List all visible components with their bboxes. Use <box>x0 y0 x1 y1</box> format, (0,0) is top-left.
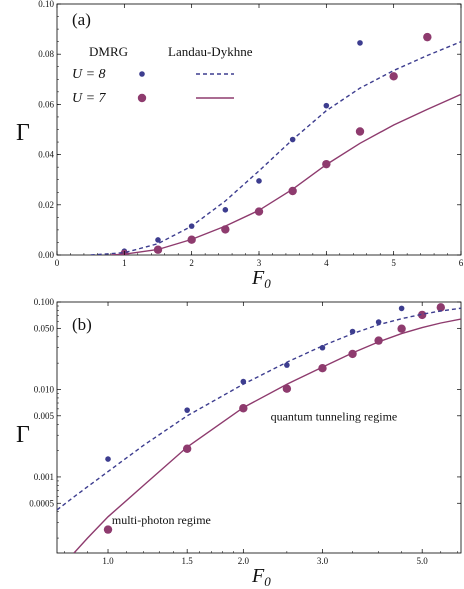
x-tick-label: 1.5 <box>182 556 194 566</box>
x-tick-label: 1.0 <box>102 556 114 566</box>
legend-label-u8: U = 8 <box>72 67 106 82</box>
x-tick-label: 3.0 <box>317 556 329 566</box>
y-tick-label: 0.04 <box>38 150 54 160</box>
legend: DMRG Landau-Dykhne U = 8 U = 7 <box>72 44 253 106</box>
x-tick-label: 6 <box>459 258 464 268</box>
legend-header-dmrg: DMRG <box>89 44 128 59</box>
panel-a-frame <box>56 3 462 256</box>
y-tick-label: 0.02 <box>38 200 54 210</box>
x-tick-label: 3 <box>257 258 262 268</box>
x-tick-label: 4 <box>324 258 329 268</box>
data-point-u8 <box>222 207 229 213</box>
y-tick-label: 0.06 <box>38 99 54 109</box>
panel-b: 1.0 1.5 2.0 3.0 5.0 0.0005 0.001 0.005 0.010 0.05… <box>16 297 462 589</box>
x-tick-label: 0 <box>55 258 60 268</box>
series-line-u8-landau-dykhne <box>90 41 461 255</box>
x-tick-label: 5 <box>391 258 396 268</box>
data-point-u7 <box>103 525 113 534</box>
legend-marker-u7 <box>137 93 147 103</box>
data-point-u7 <box>389 72 398 81</box>
y-tick-label: 0.001 <box>34 472 54 482</box>
data-point-u7 <box>355 127 365 136</box>
legend-label-u7: U = 7 <box>72 91 107 106</box>
data-point-u8 <box>375 319 382 325</box>
x-tick-label: 2.0 <box>238 556 250 566</box>
panel-a-label: (a) <box>72 10 91 29</box>
panel-b-ylabel: Γ <box>16 422 30 448</box>
data-point-u8 <box>357 40 363 46</box>
y-tick-label: 0.00 <box>38 250 54 260</box>
data-point-u8 <box>256 178 262 184</box>
y-tick-label: 0.10 <box>38 0 54 9</box>
panel-b-xlabel-main: F <box>251 565 265 587</box>
series-line-u8-landau-dykhne <box>57 307 461 511</box>
panel-b-label: (b) <box>72 315 92 334</box>
legend-marker-u8 <box>139 71 145 77</box>
y-tick-label: 0.08 <box>38 49 54 59</box>
annotation-quantum-tunneling: quantum tunneling regime <box>271 410 398 424</box>
y-tick-label: 0.005 <box>34 411 55 421</box>
x-tick-label: 2 <box>189 258 194 268</box>
annotation-multi-photon: multi-photon regime <box>112 513 211 527</box>
data-point-u8 <box>398 305 405 312</box>
y-tick-label: 0.0005 <box>29 498 54 508</box>
data-point-u7 <box>423 32 432 42</box>
y-tick-label: 0.050 <box>34 323 55 333</box>
data-point-u8 <box>184 407 190 413</box>
panel-b-frame <box>56 301 462 554</box>
data-point-u8 <box>323 102 330 109</box>
panel-b-xlabel: F0 <box>251 565 271 589</box>
data-point-u7 <box>397 324 406 333</box>
data-point-u8 <box>105 456 111 462</box>
series-line-u7-landau-dykhne <box>73 318 461 553</box>
x-tick-label: 5.0 <box>417 556 429 566</box>
y-tick-label: 0.010 <box>34 384 55 394</box>
series-line-u7-landau-dykhne <box>110 93 461 255</box>
x-tick-label: 1 <box>122 258 127 268</box>
y-tick-label: 0.100 <box>34 297 55 307</box>
data-point-u8 <box>155 237 161 243</box>
data-point-u7 <box>182 444 192 453</box>
data-point-u7 <box>282 384 292 393</box>
data-point-u8 <box>319 344 326 351</box>
panel-b-xlabel-sub: 0 <box>264 574 271 589</box>
legend-header-theory: Landau-Dykhne <box>168 44 253 59</box>
data-point-u7 <box>417 310 427 320</box>
data-point-u8 <box>284 362 290 368</box>
panel-a-ylabel: Γ <box>16 120 30 146</box>
panel-a: 0 1 2 3 4 5 6 0.00 0.02 0.04 0.06 0.08 0.10 (a) DMRG… <box>16 0 464 291</box>
data-point-u8 <box>349 328 356 335</box>
data-point-u7 <box>436 303 445 312</box>
data-point-u7 <box>288 186 297 196</box>
panel-a-xlabel-main: F <box>251 267 265 289</box>
panel-a-xlabel-sub: 0 <box>264 276 271 291</box>
panel-a-xlabel: F0 <box>251 267 271 291</box>
